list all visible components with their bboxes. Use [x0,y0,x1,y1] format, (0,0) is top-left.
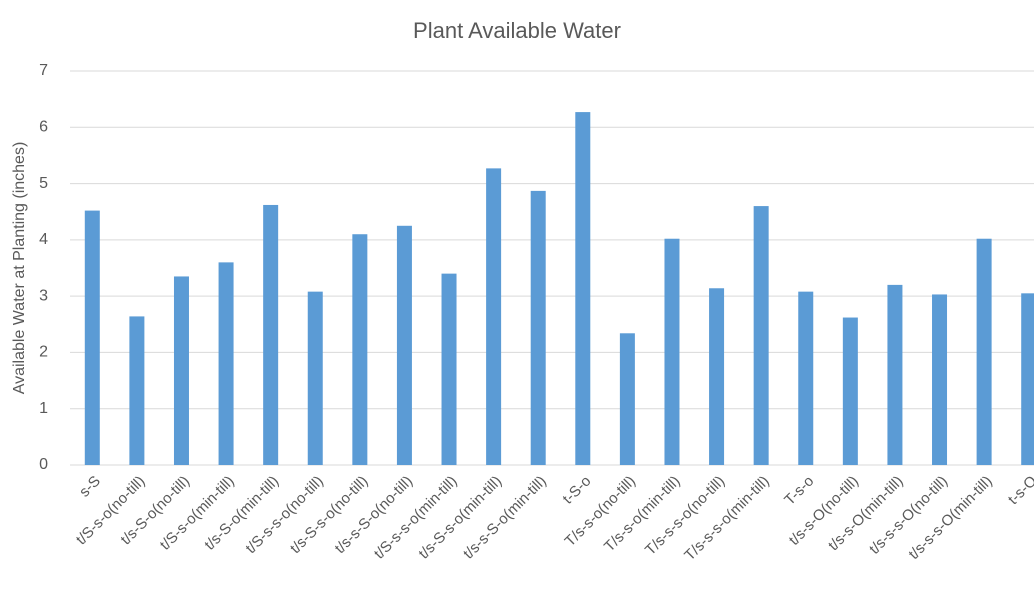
x-tick-label: t/s-s-S-o(min-till) [460,473,550,563]
bar [352,234,368,465]
bar [709,288,725,465]
bar [842,317,858,465]
x-tick-label: s-S [76,473,104,501]
x-tick-label: t/s-s-s-O(min-till) [905,473,995,563]
bar [84,210,100,465]
x-tick-label: T/s-s-s-o(min-till) [681,473,773,565]
x-tick-label: T/s-s-s-o(no-till) [642,473,728,559]
bar [887,284,903,465]
bar [129,316,145,465]
x-tick-label: t/s-s-s-O(no-till) [866,473,951,558]
bar [798,291,814,465]
y-tick-label: 3 [39,287,48,304]
bar [664,238,680,465]
bar [976,238,992,465]
y-tick-label: 1 [39,400,48,417]
bar [1021,293,1034,465]
x-tick-label: t-S-o [559,473,594,508]
y-tick-label: 4 [39,231,48,248]
bar [753,206,769,466]
bar [173,276,189,465]
bar [619,333,635,465]
bar [396,225,412,465]
x-tick-label: t/S-s-s-o(no-till) [242,473,327,558]
chart-title: Plant Available Water [413,18,621,43]
bar [575,112,591,466]
y-tick-label: 5 [39,175,48,192]
y-axis-label: Available Water at Planting (inches) [11,142,28,395]
bar [441,273,457,465]
y-tick-label: 7 [39,62,48,79]
bar [307,291,323,465]
x-tick-label: T-s-o [781,473,817,509]
x-tick-label: t/s-S-s-o(no-till) [287,473,372,558]
x-tick-label: t/s-s-S-o(no-till) [332,473,417,558]
bar [530,190,546,466]
y-tick-label: 2 [39,344,48,361]
bar [932,294,948,465]
bar [486,168,502,466]
y-tick-label: 0 [39,456,48,473]
bar [218,262,234,465]
x-tick-label: t-s-O [1005,473,1034,509]
bar [263,204,279,465]
y-tick-label: 6 [39,119,48,136]
